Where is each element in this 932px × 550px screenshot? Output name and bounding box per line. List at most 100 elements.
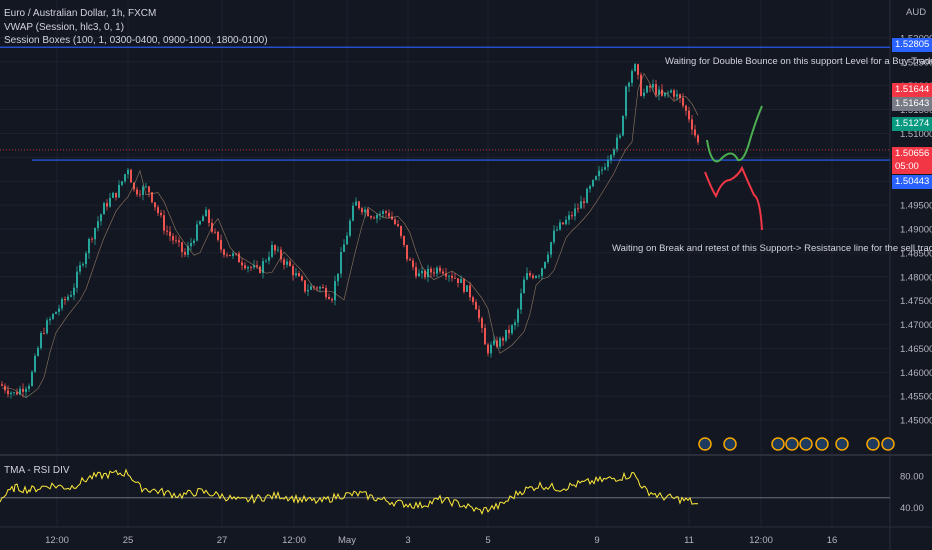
candle-body: [586, 188, 588, 203]
candle-body: [172, 236, 174, 241]
event-icon[interactable]: [815, 437, 829, 451]
candle-body: [46, 320, 48, 334]
candle-body: [676, 94, 678, 97]
candle-body: [478, 309, 480, 319]
candle-body: [355, 201, 357, 206]
candle-body: [55, 311, 57, 314]
session-legend: Session Boxes (100, 1, 0300-0400, 0900-1…: [4, 35, 268, 46]
candle-body: [187, 246, 189, 255]
candle-body: [82, 263, 84, 266]
event-icon[interactable]: [698, 437, 712, 451]
candle-body: [436, 267, 438, 274]
event-icon[interactable]: [771, 437, 785, 451]
candle-body: [214, 231, 216, 233]
y-tick-label: 1.46000: [900, 368, 932, 379]
candle-body: [613, 149, 615, 156]
event-icon[interactable]: [723, 437, 737, 451]
candle-body: [475, 302, 477, 310]
candle-body: [547, 254, 549, 262]
candle-body: [166, 230, 168, 232]
candle-body: [595, 176, 597, 180]
candle-body: [271, 245, 273, 257]
candle-body: [358, 201, 360, 209]
candle-body: [643, 92, 645, 96]
candle-body: [103, 203, 105, 215]
candle-body: [661, 89, 663, 96]
candle-body: [40, 333, 42, 348]
candle-body: [391, 216, 393, 220]
candle-body: [511, 325, 513, 334]
candle-body: [94, 228, 96, 240]
candle-body: [28, 385, 30, 389]
candle-body: [682, 97, 684, 106]
event-icon[interactable]: [835, 437, 849, 451]
candle-body: [457, 278, 459, 284]
candle-body: [307, 289, 309, 292]
candle-body: [361, 208, 363, 213]
candle-body: [61, 298, 63, 309]
sell-annotation: Waiting on Break and retest of this Supp…: [612, 243, 932, 254]
candle-body: [625, 86, 627, 116]
candle-body: [604, 167, 606, 170]
candle-body: [325, 288, 327, 298]
vwap-line: [2, 72, 699, 399]
candle-body: [439, 267, 441, 272]
candle-body: [628, 82, 630, 87]
event-icon[interactable]: [799, 437, 813, 451]
candle-body: [433, 272, 435, 274]
candle-body: [373, 217, 375, 219]
price-tag-high: 1.51644: [892, 83, 932, 97]
candle-body: [649, 86, 651, 88]
candle-body: [460, 279, 462, 284]
candle-body: [382, 211, 384, 214]
candle-body: [196, 224, 198, 241]
currency-label: AUD: [906, 7, 927, 18]
x-tick-label: 11: [684, 535, 694, 546]
candle-body: [637, 64, 639, 75]
candle-body: [622, 115, 624, 136]
candle-body: [253, 265, 255, 268]
event-icon[interactable]: [785, 437, 799, 451]
candle-body: [367, 209, 369, 217]
candle-body: [49, 318, 51, 321]
event-icon[interactable]: [881, 437, 895, 451]
candle-body: [394, 219, 396, 225]
y-tick-label: 1.52500: [900, 57, 932, 68]
candle-body: [679, 94, 681, 98]
candle-body: [424, 270, 426, 278]
candle-body: [553, 230, 555, 243]
candle-body: [148, 186, 150, 193]
candle-body: [415, 267, 417, 277]
y-tick-label: 1.51000: [900, 129, 932, 140]
candle-body: [694, 129, 696, 136]
price-tag-last: 1.50656: [892, 147, 932, 161]
candle-body: [292, 266, 294, 276]
candle-body: [301, 276, 303, 281]
candle-body: [619, 135, 621, 138]
candle-body: [496, 340, 498, 347]
candle-body: [313, 286, 315, 288]
candle-body: [73, 287, 75, 296]
candle-body: [550, 242, 552, 255]
event-icon[interactable]: [866, 437, 880, 451]
candle-body: [181, 242, 183, 252]
candle-body: [631, 71, 633, 83]
candle-body: [13, 392, 15, 393]
x-tick-label: 25: [123, 535, 134, 546]
candle-body: [118, 184, 120, 198]
candle-body: [640, 74, 642, 96]
candle-body: [583, 201, 585, 203]
candle-body: [670, 90, 672, 93]
symbol-legend: Euro / Australian Dollar, 1h, FXCM: [4, 8, 157, 19]
candle-body: [559, 222, 561, 230]
rsi-tick-label: 40.00: [900, 503, 924, 514]
candle-body: [562, 222, 564, 225]
candle-body: [535, 275, 537, 278]
candle-body: [589, 186, 591, 189]
price-tag-vwap: 1.51274: [892, 117, 932, 131]
candle-body: [142, 186, 144, 195]
candle-body: [400, 226, 402, 236]
y-tick-label: 1.47500: [900, 296, 932, 307]
candle-body: [184, 251, 186, 255]
